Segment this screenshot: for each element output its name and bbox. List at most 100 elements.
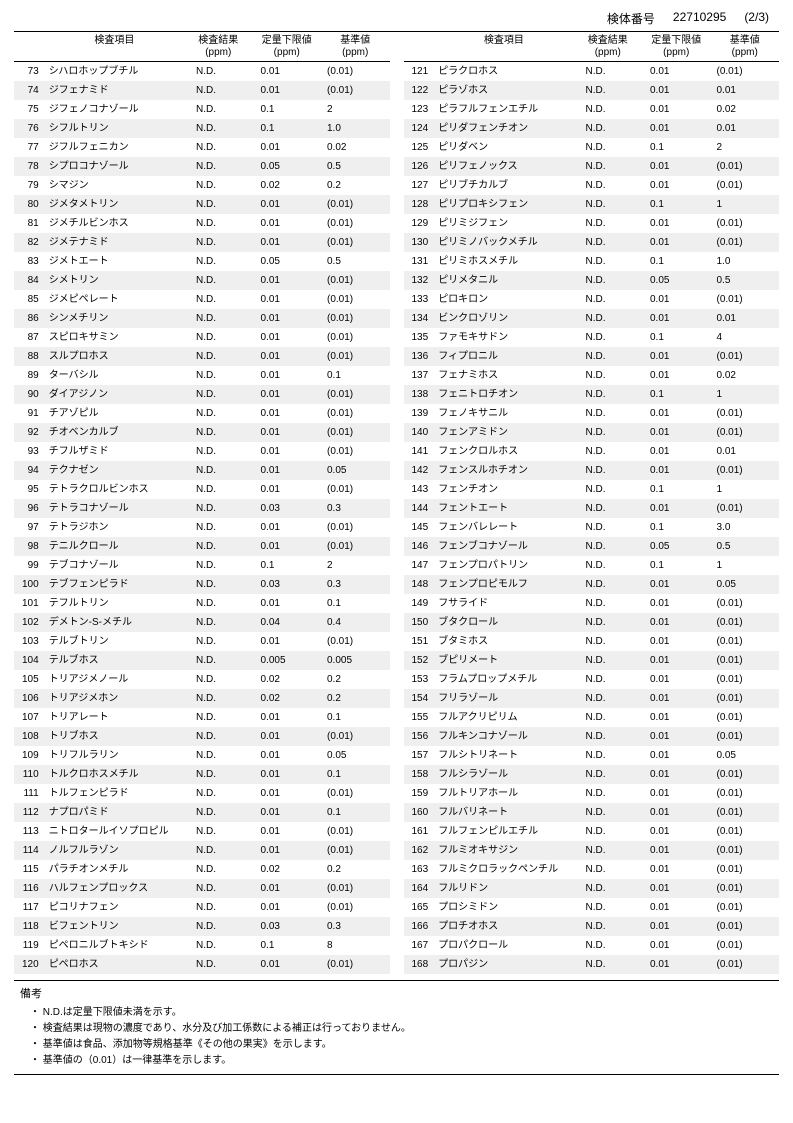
right-column: 検査項目 検査結果 定量下限値 基準値 (ppm) (ppm) (ppm) 12… bbox=[404, 32, 780, 974]
row-num: 89 bbox=[14, 366, 45, 385]
row-lower: 0.1 bbox=[253, 556, 321, 575]
row-lower: 0.01 bbox=[253, 81, 321, 100]
row-num: 149 bbox=[404, 594, 435, 613]
row-std: (0.01) bbox=[321, 385, 390, 404]
row-result: N.D. bbox=[574, 936, 642, 955]
row-std: (0.01) bbox=[710, 841, 779, 860]
row-std: (0.01) bbox=[710, 176, 779, 195]
table-row: 166プロチオホスN.D.0.01(0.01) bbox=[404, 917, 780, 936]
row-result: N.D. bbox=[574, 575, 642, 594]
row-name: スルプロホス bbox=[45, 347, 184, 366]
row-num: 124 bbox=[404, 119, 435, 138]
row-lower: 0.01 bbox=[642, 765, 710, 784]
remarks-item: N.D.は定量下限値未満を示す。 bbox=[30, 1003, 773, 1018]
row-result: N.D. bbox=[184, 879, 252, 898]
row-result: N.D. bbox=[184, 898, 252, 917]
row-lower: 0.01 bbox=[253, 594, 321, 613]
row-lower: 0.01 bbox=[642, 423, 710, 442]
row-result: N.D. bbox=[574, 347, 642, 366]
row-result: N.D. bbox=[574, 328, 642, 347]
row-num: 147 bbox=[404, 556, 435, 575]
row-std: (0.01) bbox=[321, 62, 390, 82]
row-name: トリアジメノール bbox=[45, 670, 184, 689]
table-row: 158フルシラゾールN.D.0.01(0.01) bbox=[404, 765, 780, 784]
table-row: 168プロパジンN.D.0.01(0.01) bbox=[404, 955, 780, 974]
row-lower: 0.05 bbox=[642, 271, 710, 290]
table-row: 87スピロキサミンN.D.0.01(0.01) bbox=[14, 328, 390, 347]
row-num: 85 bbox=[14, 290, 45, 309]
table-row: 135ファモキサドンN.D.0.14 bbox=[404, 328, 780, 347]
row-num: 99 bbox=[14, 556, 45, 575]
table-row: 75ジフェノコナゾールN.D.0.12 bbox=[14, 100, 390, 119]
row-std: (0.01) bbox=[710, 594, 779, 613]
row-std: 1 bbox=[710, 195, 779, 214]
row-num: 141 bbox=[404, 442, 435, 461]
row-std: 0.5 bbox=[710, 271, 779, 290]
table-row: 125ピリダベンN.D.0.12 bbox=[404, 138, 780, 157]
row-lower: 0.01 bbox=[642, 461, 710, 480]
row-num: 161 bbox=[404, 822, 435, 841]
row-num: 159 bbox=[404, 784, 435, 803]
row-name: シフルトリン bbox=[45, 119, 184, 138]
table-row: 99テブコナゾールN.D.0.12 bbox=[14, 556, 390, 575]
row-num: 133 bbox=[404, 290, 435, 309]
row-name: フィプロニル bbox=[434, 347, 573, 366]
row-std: (0.01) bbox=[710, 784, 779, 803]
row-std: (0.01) bbox=[710, 461, 779, 480]
table-row: 120ピペロホスN.D.0.01(0.01) bbox=[14, 955, 390, 974]
row-lower: 0.02 bbox=[253, 670, 321, 689]
row-num: 73 bbox=[14, 62, 45, 82]
row-name: シンメチリン bbox=[45, 309, 184, 328]
row-lower: 0.1 bbox=[253, 100, 321, 119]
row-result: N.D. bbox=[574, 138, 642, 157]
row-result: N.D. bbox=[574, 366, 642, 385]
row-name: フェンバレレート bbox=[434, 518, 573, 537]
row-result: N.D. bbox=[184, 822, 252, 841]
row-result: N.D. bbox=[574, 119, 642, 138]
table-row: 118ビフェントリンN.D.0.030.3 bbox=[14, 917, 390, 936]
row-lower: 0.01 bbox=[253, 271, 321, 290]
row-result: N.D. bbox=[184, 651, 252, 670]
row-result: N.D. bbox=[184, 955, 252, 974]
row-name: ジフェノコナゾール bbox=[45, 100, 184, 119]
row-lower: 0.01 bbox=[253, 404, 321, 423]
row-result: N.D. bbox=[574, 157, 642, 176]
row-num: 142 bbox=[404, 461, 435, 480]
table-row: 103テルブトリンN.D.0.01(0.01) bbox=[14, 632, 390, 651]
row-result: N.D. bbox=[184, 81, 252, 100]
row-name: ピコリナフェン bbox=[45, 898, 184, 917]
row-lower: 0.01 bbox=[253, 423, 321, 442]
row-num: 122 bbox=[404, 81, 435, 100]
row-result: N.D. bbox=[184, 442, 252, 461]
row-lower: 0.01 bbox=[642, 100, 710, 119]
row-num: 154 bbox=[404, 689, 435, 708]
table-row: 161フルフェンピルエチルN.D.0.01(0.01) bbox=[404, 822, 780, 841]
row-lower: 0.01 bbox=[642, 746, 710, 765]
row-std: 0.01 bbox=[710, 119, 779, 138]
row-result: N.D. bbox=[574, 385, 642, 404]
row-lower: 0.01 bbox=[642, 936, 710, 955]
row-name: フェンアミドン bbox=[434, 423, 573, 442]
row-lower: 0.01 bbox=[642, 898, 710, 917]
row-num: 167 bbox=[404, 936, 435, 955]
row-name: フェンブコナゾール bbox=[434, 537, 573, 556]
row-result: N.D. bbox=[574, 822, 642, 841]
row-result: N.D. bbox=[574, 214, 642, 233]
row-num: 101 bbox=[14, 594, 45, 613]
table-row: 97テトラジホンN.D.0.01(0.01) bbox=[14, 518, 390, 537]
table-row: 84シメトリンN.D.0.01(0.01) bbox=[14, 271, 390, 290]
row-std: (0.01) bbox=[710, 613, 779, 632]
row-result: N.D. bbox=[184, 138, 252, 157]
row-std: 0.1 bbox=[321, 765, 390, 784]
row-result: N.D. bbox=[184, 765, 252, 784]
row-std: 0.02 bbox=[321, 138, 390, 157]
col-lower: 定量下限値 bbox=[253, 32, 321, 47]
table-row: 162フルミオキサジンN.D.0.01(0.01) bbox=[404, 841, 780, 860]
row-std: (0.01) bbox=[321, 347, 390, 366]
row-result: N.D. bbox=[184, 841, 252, 860]
row-name: スピロキサミン bbox=[45, 328, 184, 347]
row-result: N.D. bbox=[184, 347, 252, 366]
table-row: 157フルシトリネートN.D.0.010.05 bbox=[404, 746, 780, 765]
table-row: 137フェナミホスN.D.0.010.02 bbox=[404, 366, 780, 385]
row-lower: 0.01 bbox=[253, 309, 321, 328]
